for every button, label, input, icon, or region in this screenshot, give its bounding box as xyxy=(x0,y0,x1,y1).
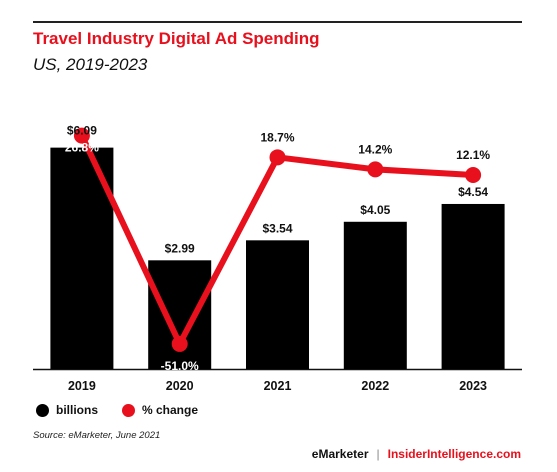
bar-value-label-2022: $4.05 xyxy=(360,203,390,217)
percent-change-label-2023: 12.1% xyxy=(456,148,490,162)
point-percent-change-2023 xyxy=(465,166,482,183)
x-tick-label-2020: 2020 xyxy=(166,379,194,393)
point-percent-change-2020 xyxy=(171,335,188,352)
bar-2020 xyxy=(148,260,212,369)
legend-item-percent-change: % change xyxy=(122,403,198,417)
top-rule xyxy=(33,21,522,23)
legend: billions % change xyxy=(36,403,222,417)
legend-swatch-percent-change xyxy=(122,403,135,417)
chart-subtitle: US, 2019-2023 xyxy=(33,55,148,74)
x-tick-label-2022: 2022 xyxy=(361,379,389,393)
x-tick-label-2019: 2019 xyxy=(68,379,96,393)
footer-separator: | xyxy=(376,447,380,461)
chart-title: Travel Industry Digital Ad Spending xyxy=(33,29,320,48)
bar-2023 xyxy=(441,203,505,369)
x-tick-label-2023: 2023 xyxy=(459,379,487,393)
point-percent-change-2019 xyxy=(73,127,90,144)
point-percent-change-2022 xyxy=(367,161,384,178)
source-note: Source: eMarketer, June 2021 xyxy=(33,430,161,441)
point-percent-change-2021 xyxy=(269,149,286,166)
legend-swatch-billions xyxy=(36,403,49,417)
legend-label-billions: billions xyxy=(56,403,98,417)
bar-2021 xyxy=(246,240,309,369)
bar-value-label-2023: $4.54 xyxy=(458,185,488,199)
percent-change-label-2021: 18.7% xyxy=(260,130,294,144)
bar-value-label-2021: $3.54 xyxy=(262,221,292,235)
bar-value-label-2019: $6.09 xyxy=(67,124,97,138)
footer-branding: eMarketer | InsiderIntelligence.com xyxy=(312,447,521,461)
legend-item-billions: billions xyxy=(36,403,98,417)
percent-change-label-2022: 14.2% xyxy=(358,142,392,156)
percent-change-label-2019: 26.8% xyxy=(65,141,99,155)
footer-brand-emarketer: eMarketer xyxy=(311,447,369,461)
bar-2022 xyxy=(343,221,407,369)
bar-value-label-2020: $2.99 xyxy=(165,241,195,255)
footer-brand-insider: InsiderIntelligence.com xyxy=(387,447,521,461)
percent-change-label-2020: -51.0% xyxy=(161,359,199,373)
legend-label-percent-change: % change xyxy=(142,403,199,417)
x-tick-label-2021: 2021 xyxy=(264,379,292,393)
